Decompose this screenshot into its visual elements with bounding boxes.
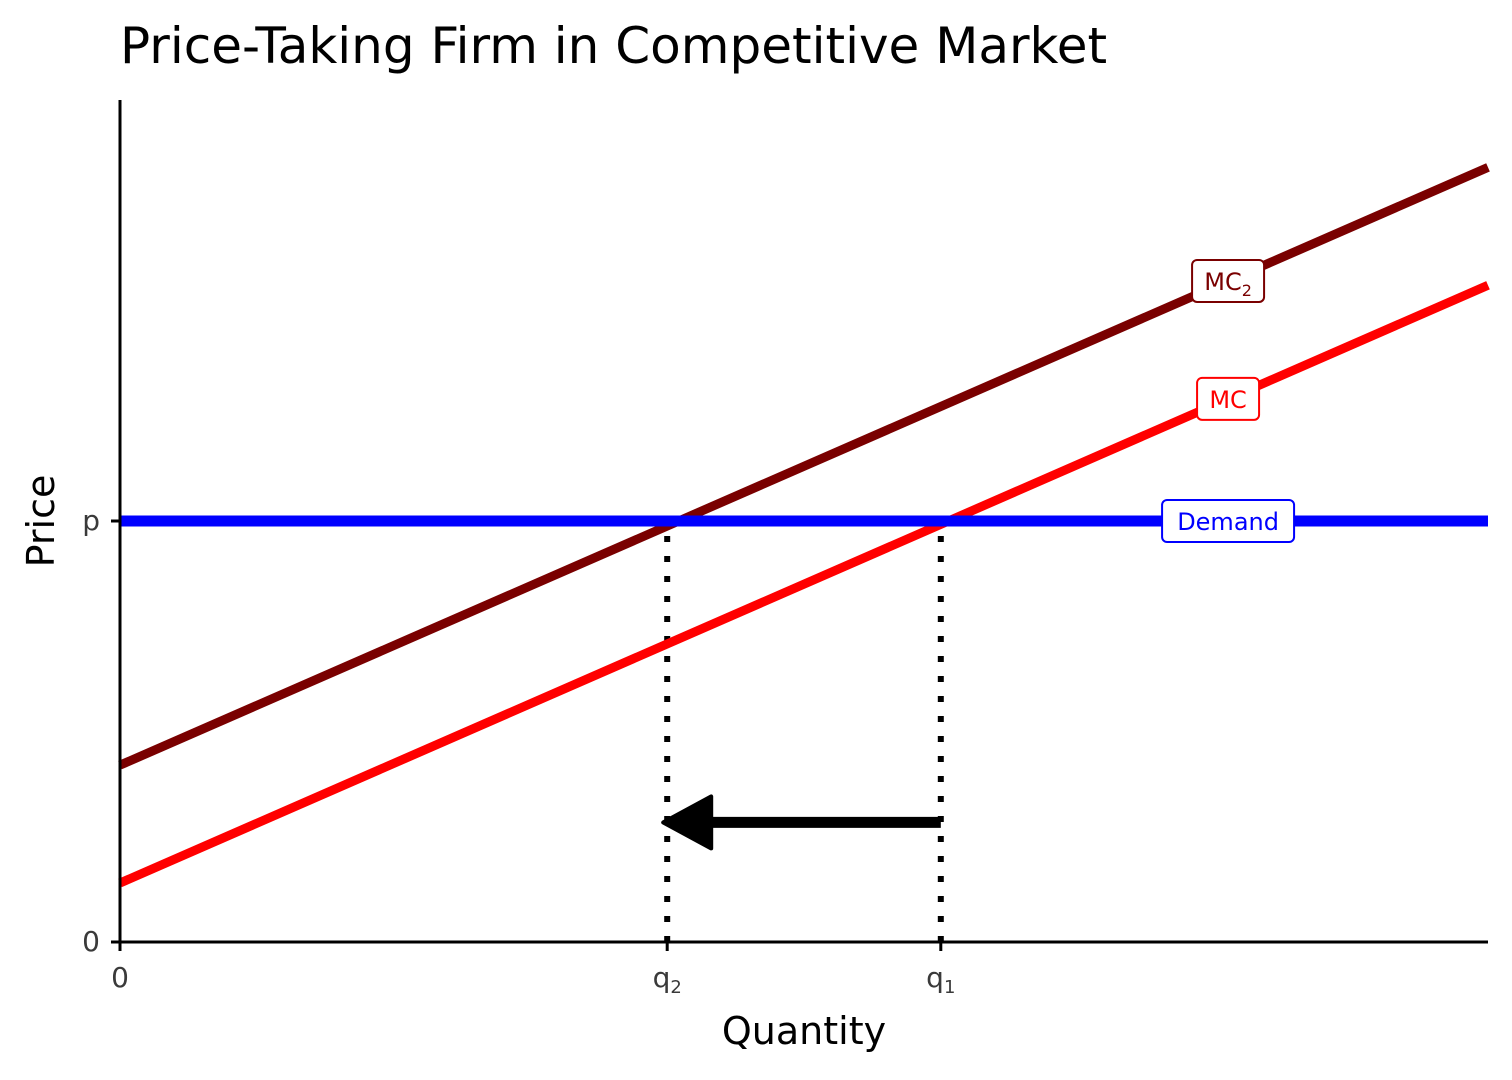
chart-title: Price-Taking Firm in Competitive Market	[120, 17, 1107, 75]
axis-ticks: 0 q2 q1 0 p	[82, 504, 955, 998]
y-tick-label-0: 0	[82, 925, 100, 958]
svg-text:Demand: Demand	[1177, 508, 1279, 536]
series-line-mc2	[118, 163, 1490, 770]
svg-text:MC: MC	[1209, 386, 1246, 414]
plot-area	[118, 163, 1490, 942]
y-axis-title: Price	[19, 475, 63, 568]
x-tick-label-0: 0	[111, 961, 129, 994]
curve-label-demand: Demand	[1161, 499, 1296, 543]
curve-label-mc2: MC2	[1191, 258, 1266, 303]
svg-text:MC2: MC2	[1204, 268, 1252, 300]
x-axis-title: Quantity	[722, 1009, 886, 1053]
series-line-mc	[118, 281, 1490, 888]
y-tick-label-1: p	[82, 504, 100, 537]
shift-arrow-head	[661, 794, 714, 851]
x-tick-label-2: q1	[926, 961, 955, 998]
x-tick-label-1: q2	[653, 961, 682, 998]
curve-labels: Demand MC MC2	[1161, 258, 1296, 543]
curve-label-mc: MC	[1196, 376, 1261, 421]
